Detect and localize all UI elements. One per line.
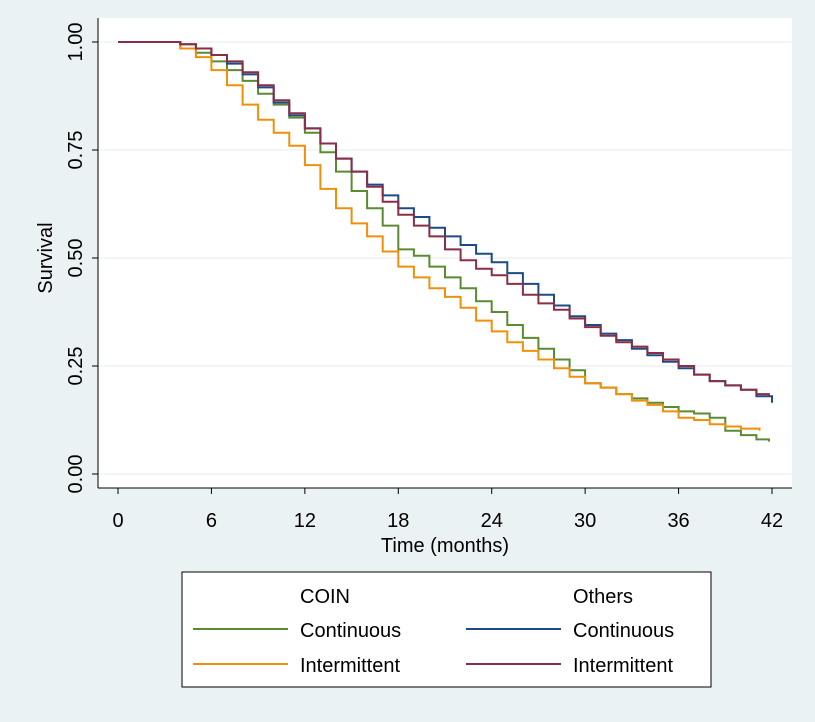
x-tick-label: 36 xyxy=(667,510,689,532)
legend-header-others: Others xyxy=(573,586,633,608)
y-tick-label: 0.50 xyxy=(65,239,87,278)
x-tick-label: 42 xyxy=(761,510,783,532)
legend: COIN Others Continuous Intermittent Cont… xyxy=(181,571,712,688)
plot-background xyxy=(98,18,792,488)
x-tick-label: 6 xyxy=(206,510,217,532)
y-tick-label: 0.00 xyxy=(65,455,87,494)
legend-label-others-continuous: Continuous xyxy=(573,620,674,642)
y-ticks: 0.00 0.25 0.50 0.75 1.00 xyxy=(65,23,98,494)
x-tick-label: 18 xyxy=(387,510,409,532)
legend-label-coin-intermittent: Intermittent xyxy=(300,655,400,677)
series-line-coin-continuous xyxy=(118,41,770,442)
x-axis-label: Time (months) xyxy=(381,535,509,557)
x-ticks: 0 6 12 18 24 30 36 42 xyxy=(112,488,783,532)
y-axis-label: Survival xyxy=(35,222,57,293)
gridlines xyxy=(98,41,792,475)
legend-label-others-intermittent: Intermittent xyxy=(573,655,673,677)
y-tick-label: 0.25 xyxy=(65,347,87,386)
x-tick-label: 30 xyxy=(574,510,596,532)
x-tick-label: 24 xyxy=(481,510,503,532)
axes xyxy=(97,18,792,489)
series-line-others-intermittent xyxy=(118,41,770,397)
series-layer xyxy=(118,41,773,442)
series-line-coin-intermittent xyxy=(118,41,761,431)
y-tick-label: 1.00 xyxy=(65,23,87,62)
series-line-others-continuous xyxy=(118,41,773,403)
legend-label-coin-continuous: Continuous xyxy=(300,620,401,642)
y-tick-label: 0.75 xyxy=(65,131,87,170)
x-tick-label: 12 xyxy=(294,510,316,532)
x-tick-label: 0 xyxy=(112,510,123,532)
legend-header-coin: COIN xyxy=(300,586,350,608)
